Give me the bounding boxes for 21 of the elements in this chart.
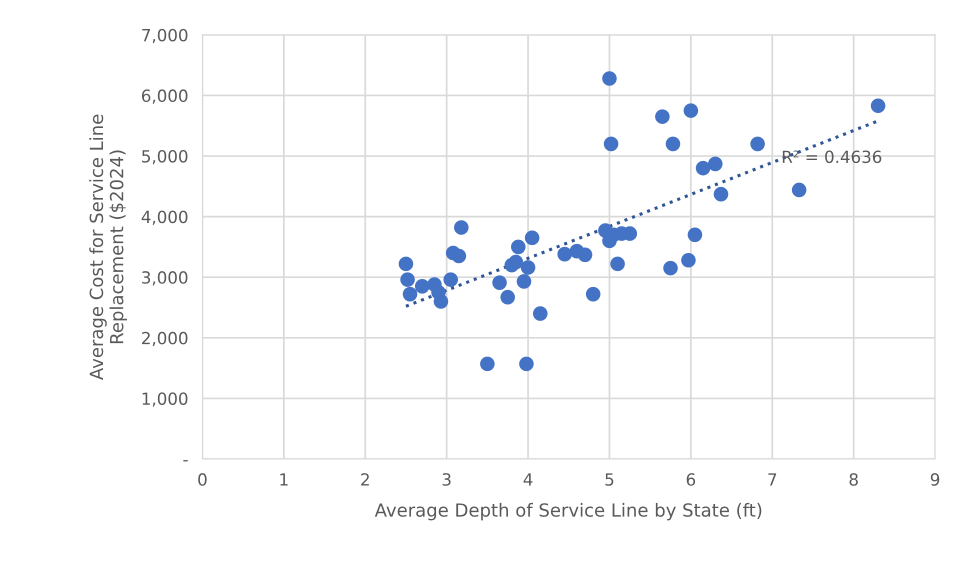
y-tick-label: 3,000 bbox=[142, 271, 188, 286]
x-tick-label: 0 bbox=[198, 473, 207, 486]
x-tick-label: 6 bbox=[686, 473, 696, 486]
x-tick-label: 9 bbox=[930, 473, 940, 486]
x-tick-label: 2 bbox=[361, 473, 369, 486]
y-tick-label: 1,000 bbox=[142, 392, 188, 407]
y-tick-label: 4,000 bbox=[142, 210, 188, 225]
y-tick-label: 6,000 bbox=[142, 89, 188, 104]
y-tick-label: 2,000 bbox=[142, 332, 188, 346]
x-tick-label: 5 bbox=[605, 473, 614, 486]
y-tick-label: - bbox=[183, 460, 188, 462]
y-tick-label: 5,000 bbox=[142, 150, 188, 164]
annotation: R² = 0.4636 bbox=[782, 150, 882, 164]
x-tick-label: 1 bbox=[280, 473, 288, 486]
x-tick-label: 3 bbox=[442, 473, 451, 486]
x-tick-label: 4 bbox=[524, 473, 532, 486]
x-axis-title: Average Depth of Service Line by State (ft) bbox=[374, 502, 762, 520]
x-tick-label: 8 bbox=[850, 473, 858, 486]
x-tick-label: 7 bbox=[768, 473, 776, 486]
y-tick-label: 7,000 bbox=[142, 28, 188, 44]
y-axis-title: Average Cost for Service Line Replacement ($2024) bbox=[89, 114, 127, 380]
